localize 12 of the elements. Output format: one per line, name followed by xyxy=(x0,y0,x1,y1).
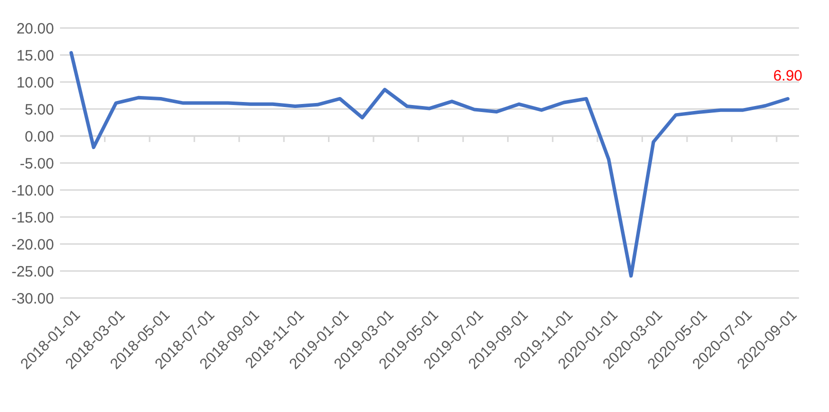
y-tick-label: -10.00 xyxy=(11,182,54,200)
y-tick-label: 20.00 xyxy=(16,20,54,38)
y-tick-label: 5.00 xyxy=(24,101,54,118)
y-tick-label: -25.00 xyxy=(11,263,54,280)
y-tick-label: 15.00 xyxy=(16,47,54,64)
data-label: 6.90 xyxy=(773,68,802,85)
y-tick-label: 0.00 xyxy=(24,128,54,146)
y-tick-label: -15.00 xyxy=(11,209,54,226)
y-tick-label: -5.00 xyxy=(20,155,54,172)
y-tick-label: 10.00 xyxy=(16,74,54,92)
y-tick-label: -20.00 xyxy=(11,236,54,254)
y-tick-label: -30.00 xyxy=(11,290,54,308)
